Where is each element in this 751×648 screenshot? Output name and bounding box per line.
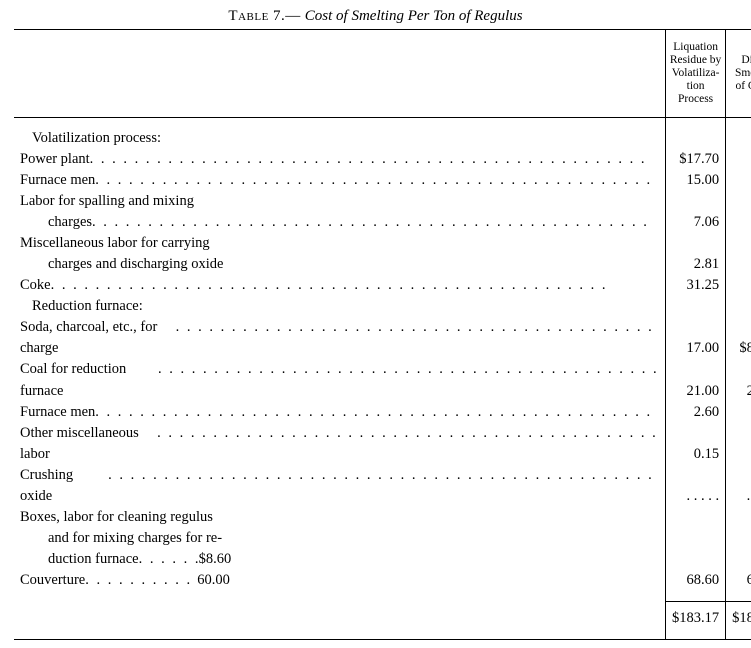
table-row: duction furnace $8.60 [14, 549, 751, 570]
table-row: Coal for reduction furnace21.0025.0054.0… [14, 359, 751, 401]
table-row: Labor for spalling and mixing [14, 191, 751, 212]
col-1: Liquation Residue by Volatiliza­tion Pro… [666, 30, 726, 118]
table-row: Miscellaneous labor for carrying [14, 233, 751, 254]
table-row: Reduction furnace: [14, 296, 751, 317]
table-row: Coke 31.25 [14, 275, 751, 296]
total-cell: $183.17 [666, 601, 726, 629]
row-label: Coal for reduction furnace [20, 359, 158, 401]
row-label: Couverture [20, 570, 85, 591]
cell: 2.81 [666, 254, 726, 275]
caption-title: Cost of Smelting Per Ton of Regulus [305, 8, 523, 24]
col-2: Direct Smelting of Crude [726, 30, 751, 118]
table-row: charges 7.06 [14, 212, 751, 233]
row-label: Other miscellaneous labor [20, 423, 157, 465]
row-label: Furnace men [20, 170, 95, 191]
row-label: Crushing oxide [20, 465, 108, 507]
row-label: Boxes, labor for cleaning regulus [20, 507, 213, 528]
table-row: Crushing oxide. . . . .. . . . .9.0021.0… [14, 465, 751, 507]
table-total-row: $183.17 $180.40 $183.10 $445.30 $220.00 [14, 601, 751, 629]
cell: 15.00 [666, 170, 726, 191]
inline-amount: $8.60 [199, 549, 232, 570]
table-row: Couverture60.0068.6068.6068.6068.6068.60 [14, 570, 751, 591]
table-row: Other miscellaneous labor0.150.200.501.5… [14, 423, 751, 465]
table-row: Soda, charcoal, etc., for charge17.00$80… [14, 317, 751, 359]
table-row: charges and discharging oxide 2.81 [14, 254, 751, 275]
table-row: Boxes, labor for cleaning regulus [14, 507, 751, 528]
row-label: Furnace men [20, 402, 95, 423]
table-row: and for mixing charges for re- [14, 528, 751, 549]
table-caption: Table 7.— Cost of Smelting Per Ton of Reg… [14, 8, 737, 25]
table-row: Furnace men 15.00 [14, 170, 751, 191]
row-label: Labor for spalling and mixing [20, 191, 194, 212]
row-label: Coke [20, 275, 51, 296]
table-row: Power plant $17.70 [14, 149, 751, 170]
row-label: Soda, charcoal, etc., for charge [20, 317, 176, 359]
row-label: duction furnace [20, 549, 139, 570]
section-header: Volatilization process: [20, 128, 161, 149]
col-stub [14, 30, 666, 118]
table-row: Volatilization process: [14, 128, 751, 149]
row-label: Power plant [20, 149, 90, 170]
row-label: Miscellaneous labor for carrying [20, 233, 210, 254]
caption-label: Table 7.— [228, 8, 300, 24]
table-row: Furnace men2.606.608.0015.006.00 [14, 402, 751, 423]
row-label: charges [20, 212, 92, 233]
row-label: charges and discharging oxide [20, 254, 223, 275]
row-label: and for mixing charges for re- [20, 528, 222, 549]
cell: $17.70 [666, 149, 726, 170]
smelting-cost-table: Liquation Residue by Volatiliza­tion Pro… [14, 29, 751, 640]
cell: 31.25 [666, 275, 726, 296]
inline-amount: 60.00 [197, 570, 230, 591]
section-header: Reduction furnace: [20, 296, 143, 317]
total-cell: $180.40 [726, 601, 751, 629]
cell: 7.06 [666, 212, 726, 233]
